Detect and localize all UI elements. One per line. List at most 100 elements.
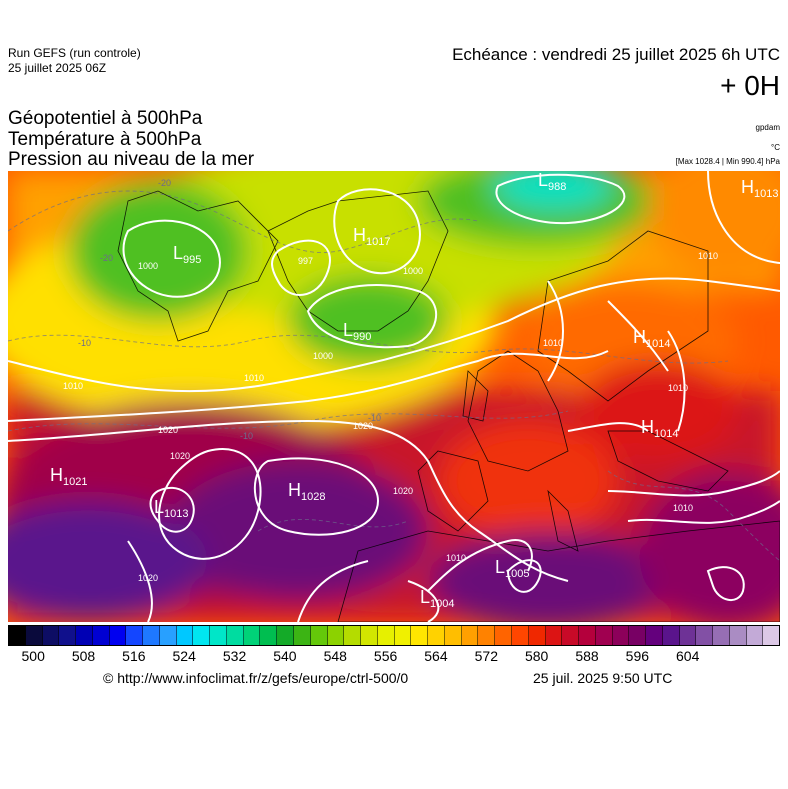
color-scale-tick-label: 588 (575, 648, 599, 664)
forecast-time: Echéance : vendredi 25 juillet 2025 6h U… (452, 45, 780, 64)
isobar-label: 1010 (63, 381, 83, 391)
low-pressure-center: L988 (538, 171, 566, 193)
color-scale-cell (243, 626, 261, 645)
color-scale-cell (9, 626, 26, 645)
color-scale-cell (696, 626, 714, 645)
pressure-centers: L995 H1017 L988 H1013 L990 H1014 H1014 H1021 L10… (50, 171, 778, 610)
isotherms (8, 190, 780, 562)
color-scale-cell (679, 626, 697, 645)
isotherm-label: -10 (240, 431, 253, 441)
color-scale-cell (646, 626, 663, 645)
isotherm-label: -10 (368, 413, 381, 423)
color-scale-cell (746, 626, 764, 645)
color-scale-cell (579, 626, 596, 645)
color-scale-cell (461, 626, 479, 645)
color-scale-cell (495, 626, 512, 645)
color-scale-cell (729, 626, 747, 645)
color-scale-cell (76, 626, 93, 645)
color-scale-cell (511, 626, 529, 645)
color-scale-cell (545, 626, 563, 645)
color-scale-bar (8, 625, 780, 646)
color-scale-cell (277, 626, 295, 645)
color-scale-cell (109, 626, 127, 645)
color-scale-tick-label: 596 (625, 648, 650, 664)
color-scale-tick-label: 532 (222, 648, 247, 664)
isobar-label: 1010 (244, 373, 264, 383)
geopotential-field (8, 171, 780, 622)
isobar-label: 1010 (446, 553, 466, 563)
color-scale-cell (210, 626, 227, 645)
color-scale-cell (193, 626, 211, 645)
source-credit[interactable]: © http://www.infoclimat.fr/z/gefs/europe… (103, 670, 409, 686)
isobar-label: 997 (298, 256, 313, 266)
color-scale-cell (411, 626, 429, 645)
unit-temperature: °C (771, 143, 780, 152)
isobar-labels: 997 1000 1000 1000 1010 1010 1010 1010 1010 1020 1… (63, 251, 718, 583)
color-scale-tick-label: 500 (21, 648, 45, 664)
isobars (8, 171, 780, 622)
isobar-label: 1010 (698, 251, 718, 261)
isotherm-label: -20 (100, 253, 113, 263)
run-date: 25 juillet 2025 06Z (8, 61, 107, 75)
low-pressure-center: L1013 (154, 497, 189, 520)
isotherm-labels: -20 -20 -10 -10 -10 (78, 178, 381, 441)
color-scale-tick-label: 572 (474, 648, 498, 664)
high-pressure-center: H1013 (741, 177, 778, 200)
color-scale-cell (444, 626, 462, 645)
color-scale-cell (294, 626, 311, 645)
parameter-pressure: Pression au niveau de la mer (8, 149, 255, 170)
color-scale-cell (562, 626, 580, 645)
weather-map-svg: L995 H1017 L988 H1013 L990 H1014 H1014 H1021 L10… (8, 171, 780, 622)
color-scale-tick-label: 580 (524, 648, 549, 664)
color-scale-cell (478, 626, 496, 645)
isobar-label: 1020 (393, 486, 413, 496)
color-scale-cell (92, 626, 110, 645)
isobar-label: 1010 (668, 383, 688, 393)
color-scale-cell (528, 626, 546, 645)
isobar-label: 1020 (170, 451, 190, 461)
unit-pressure-range: [Max 1028.4 | Min 990.4] hPa (675, 157, 780, 166)
color-scale-cell (763, 626, 780, 645)
coastlines (117, 190, 780, 622)
color-scale-cell (595, 626, 613, 645)
color-scale-tick-label: 604 (676, 648, 700, 664)
color-scale-cell (25, 626, 43, 645)
color-scale-cell (159, 626, 177, 645)
color-scale-cell (226, 626, 244, 645)
isobar-label: 1000 (403, 266, 423, 276)
color-scale-cell (126, 626, 144, 645)
color-scale-tick-label: 556 (373, 648, 398, 664)
forecast-offset: + 0H (720, 70, 780, 101)
low-pressure-center: L990 (343, 320, 371, 343)
color-scale-cell (629, 626, 647, 645)
color-scale-cell (176, 626, 194, 645)
color-scale-cell (612, 626, 630, 645)
color-scale-tick-label: 548 (323, 648, 347, 664)
color-scale-tick-label: 516 (122, 648, 146, 664)
color-scale-cell (361, 626, 378, 645)
weather-map: L995 H1017 L988 H1013 L990 H1014 H1014 H1021 L10… (8, 171, 780, 622)
color-scale-cell (143, 626, 160, 645)
isobar-label: 1000 (313, 351, 333, 361)
color-scale-tick-label: 564 (424, 648, 448, 664)
isobar-label: 1020 (138, 573, 158, 583)
color-scale-cell (260, 626, 278, 645)
low-pressure-center: L1005 (495, 557, 530, 580)
color-scale-cell (394, 626, 412, 645)
color-scale-cell (377, 626, 395, 645)
color-scale-tick-label: 508 (71, 648, 96, 664)
low-pressure-center: L1004 (420, 587, 455, 610)
color-scale-cell (662, 626, 680, 645)
color-scale-tick-label: 540 (273, 648, 297, 664)
isotherm-label: -20 (158, 178, 171, 188)
parameter-geopotential: Géopotentiel à 500hPa (8, 108, 203, 129)
parameter-temperature: Température à 500hPa (8, 129, 202, 150)
run-name: Run GEFS (run controle) (8, 46, 141, 60)
color-scale-cell (344, 626, 362, 645)
isobar-label: 1000 (138, 261, 158, 271)
high-pressure-center: H1028 (288, 480, 325, 503)
isobar-label: 1010 (543, 338, 563, 348)
generation-time: 25 juil. 2025 9:50 UTC (533, 670, 673, 686)
high-pressure-center: H1021 (50, 465, 87, 488)
color-scale-cell (428, 626, 445, 645)
